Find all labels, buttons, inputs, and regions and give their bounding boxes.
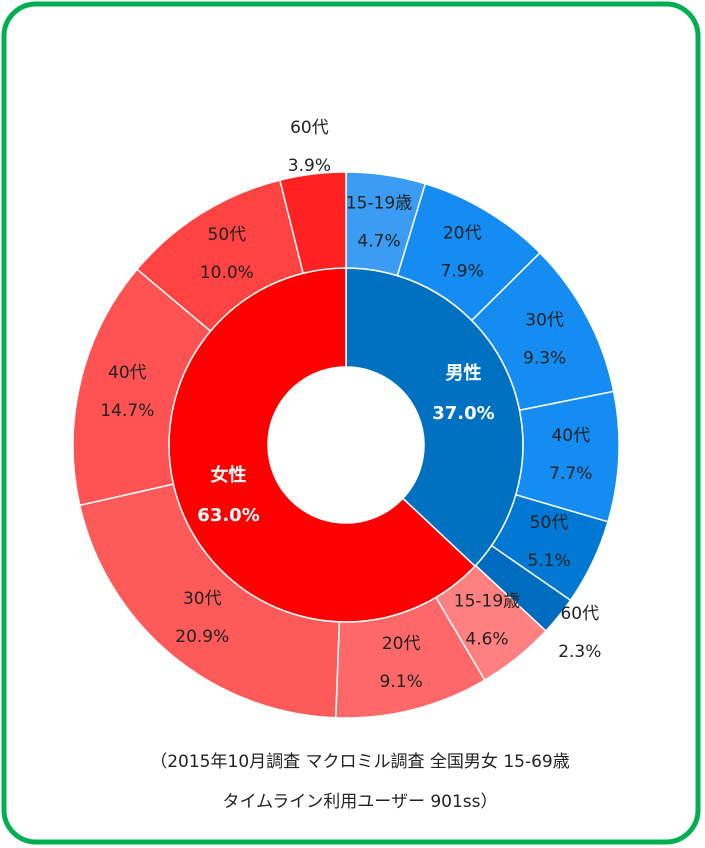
value-label: 9.3% (523, 348, 566, 368)
value-label: 4.7% (357, 231, 400, 251)
slice-label: 男性 (445, 362, 481, 384)
value-label: 7.9% (441, 261, 484, 281)
slice-label: 60代 (290, 118, 329, 138)
slice-label: 40代 (108, 363, 147, 383)
slice-label: 15-19歳 (454, 591, 520, 611)
value-label: 14.7% (100, 401, 154, 421)
slice (278, 171, 347, 275)
value-label: 4.6% (465, 629, 508, 649)
value-label: 2.3% (558, 642, 601, 662)
value-label: 9.1% (380, 672, 423, 692)
value-label: 20.9% (175, 627, 229, 647)
value-label: 3.9% (288, 156, 331, 176)
slice-label: 40代 (551, 426, 590, 446)
slice-label: 30代 (183, 589, 222, 609)
value-label: 63.0% (197, 505, 259, 526)
note: タイムライン利用ユーザー 901ss） (222, 792, 497, 812)
note: （2015年10月調査 マクロミル調査 全国男女 15-69歳 (150, 752, 570, 772)
value-label: 5.1% (527, 551, 570, 571)
slice-label: 20代 (443, 223, 482, 243)
slice-label: 20代 (382, 634, 421, 654)
slice (78, 483, 341, 719)
slice-label: 50代 (530, 513, 569, 533)
slice-label: 30代 (525, 310, 564, 330)
value-label: 7.7% (549, 464, 592, 484)
slice-label: 15-19歳 (346, 193, 412, 213)
slice-label: 60代 (560, 604, 599, 624)
slice-label: 女性 (211, 464, 247, 486)
value-label: 10.0% (200, 263, 254, 283)
value-label: 37.0% (432, 403, 494, 424)
slice-label: 50代 (208, 225, 247, 245)
